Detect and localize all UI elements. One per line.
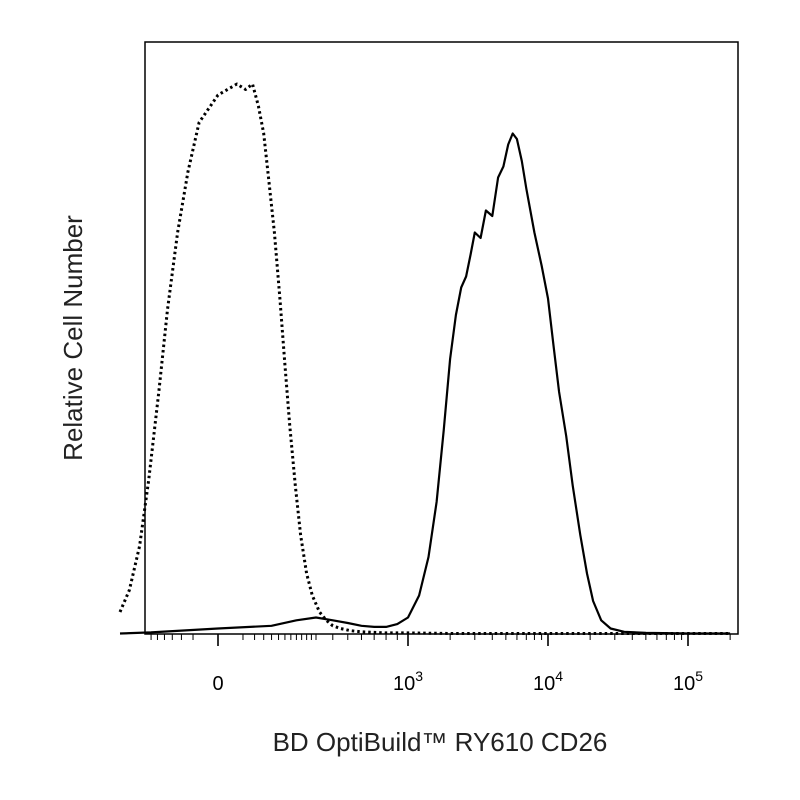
x-tick-label-base: 10 (673, 673, 695, 695)
x-tick-label-exponent: 5 (695, 668, 703, 684)
x-axis-major-ticks (217, 634, 689, 646)
isotype-control-histogram (118, 82, 731, 635)
x-axis-minor-ticks (150, 634, 731, 640)
stained-histogram (119, 132, 731, 635)
x-tick-label-exponent: 4 (555, 668, 563, 684)
x-tick-label: 103 (393, 668, 423, 695)
x-tick-label-base: 10 (533, 673, 555, 695)
x-tick-label: 104 (533, 668, 563, 695)
x-axis-label: BD OptiBuild™ RY610 CD26 (273, 727, 608, 757)
x-tick-label-base: 10 (393, 673, 415, 695)
x-tick-label: 0 (212, 673, 223, 695)
x-tick-label-exponent: 3 (415, 668, 423, 684)
plot-frame (144, 41, 739, 635)
x-axis-tick-labels: 0 103 104 105 (212, 668, 703, 695)
x-tick-label-base: 0 (212, 673, 223, 695)
x-tick-label: 105 (673, 668, 703, 695)
y-axis-label: Relative Cell Number (58, 215, 88, 461)
series-layer (118, 82, 731, 635)
